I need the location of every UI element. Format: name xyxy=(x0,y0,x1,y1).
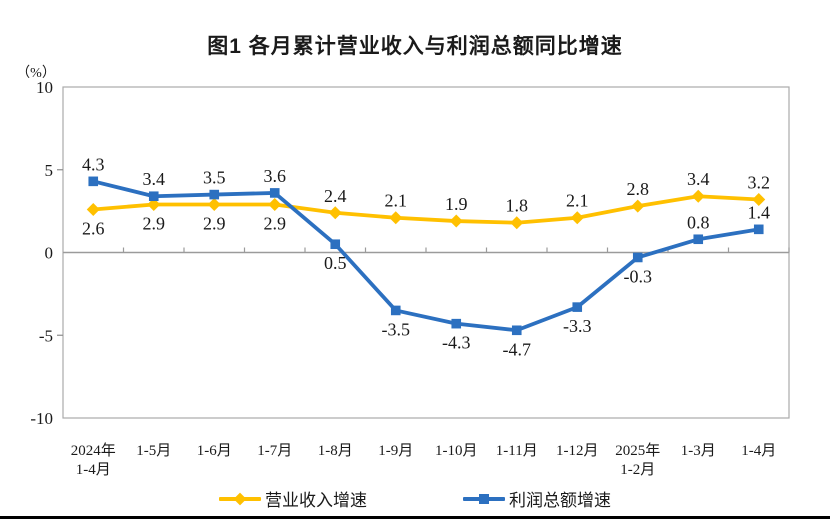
svg-text:1-9月: 1-9月 xyxy=(378,443,413,459)
svg-text:2.9: 2.9 xyxy=(203,214,226,234)
svg-text:10: 10 xyxy=(36,78,53,97)
legend-item-revenue-growth: 营业收入增速 xyxy=(219,486,367,511)
svg-text:1-4月: 1-4月 xyxy=(741,443,776,459)
svg-text:1.9: 1.9 xyxy=(445,194,468,214)
svg-text:3.5: 3.5 xyxy=(203,168,226,188)
svg-text:2024年: 2024年 xyxy=(71,442,116,459)
diamond-marker-icon xyxy=(233,492,247,505)
svg-text:2.4: 2.4 xyxy=(324,186,347,206)
svg-text:0.8: 0.8 xyxy=(687,212,710,232)
svg-text:1-6月: 1-6月 xyxy=(197,443,232,459)
y-axis-unit-label: （%） xyxy=(16,66,56,81)
svg-text:1-11月: 1-11月 xyxy=(496,443,538,459)
svg-text:1-5月: 1-5月 xyxy=(136,443,171,459)
svg-text:1-2月: 1-2月 xyxy=(620,462,655,478)
svg-text:2025年: 2025年 xyxy=(615,442,660,459)
svg-text:2.9: 2.9 xyxy=(143,214,166,234)
revenue-line-swatch-icon xyxy=(219,492,261,505)
svg-text:1-8月: 1-8月 xyxy=(318,443,353,459)
svg-text:-0.3: -0.3 xyxy=(624,266,653,286)
svg-text:1.8: 1.8 xyxy=(506,196,529,216)
legend-label-profit: 利润总额增速 xyxy=(509,491,611,510)
svg-text:3.4: 3.4 xyxy=(143,169,166,189)
svg-text:-3.5: -3.5 xyxy=(382,319,411,339)
svg-text:2.9: 2.9 xyxy=(264,214,287,234)
bottom-border-rule xyxy=(0,516,830,519)
svg-text:5: 5 xyxy=(45,161,54,180)
legend-label-revenue: 营业收入增速 xyxy=(265,491,367,510)
svg-text:3.2: 3.2 xyxy=(748,173,771,193)
svg-text:3.4: 3.4 xyxy=(687,169,710,189)
svg-text:1.4: 1.4 xyxy=(748,202,771,222)
svg-text:1-3月: 1-3月 xyxy=(681,443,716,459)
svg-text:2.8: 2.8 xyxy=(627,179,650,199)
chart-title: 图1 各月累计营业收入与利润总额同比增速 xyxy=(207,35,623,58)
svg-text:1-10月: 1-10月 xyxy=(435,443,478,459)
svg-text:2.1: 2.1 xyxy=(385,191,408,211)
svg-text:0.5: 0.5 xyxy=(324,253,347,273)
svg-text:-4.3: -4.3 xyxy=(442,333,471,353)
svg-text:1-4月: 1-4月 xyxy=(76,462,111,478)
svg-text:2.6: 2.6 xyxy=(82,218,105,238)
legend-item-profit-growth: 利润总额增速 xyxy=(463,486,611,511)
svg-text:1-12月: 1-12月 xyxy=(556,443,599,459)
svg-text:-4.7: -4.7 xyxy=(503,339,532,359)
svg-text:3.6: 3.6 xyxy=(264,166,287,186)
chart-legend: 营业收入增速 利润总额增速 xyxy=(0,486,830,511)
svg-text:0: 0 xyxy=(45,244,54,263)
line-chart-plot: 10 5 0 -5 -10 2024年 1-4月 1-5月 1-6月 1-7月 1-8月 1-9月 1-… xyxy=(30,78,790,478)
profit-line-swatch-icon xyxy=(463,493,505,504)
svg-text:2.1: 2.1 xyxy=(566,191,589,211)
svg-text:4.3: 4.3 xyxy=(82,154,105,174)
svg-text:-10: -10 xyxy=(30,409,53,428)
svg-text:1-7月: 1-7月 xyxy=(257,443,292,459)
svg-text:-5: -5 xyxy=(39,326,53,345)
svg-text:-3.3: -3.3 xyxy=(563,316,592,336)
square-marker-icon xyxy=(479,493,489,504)
